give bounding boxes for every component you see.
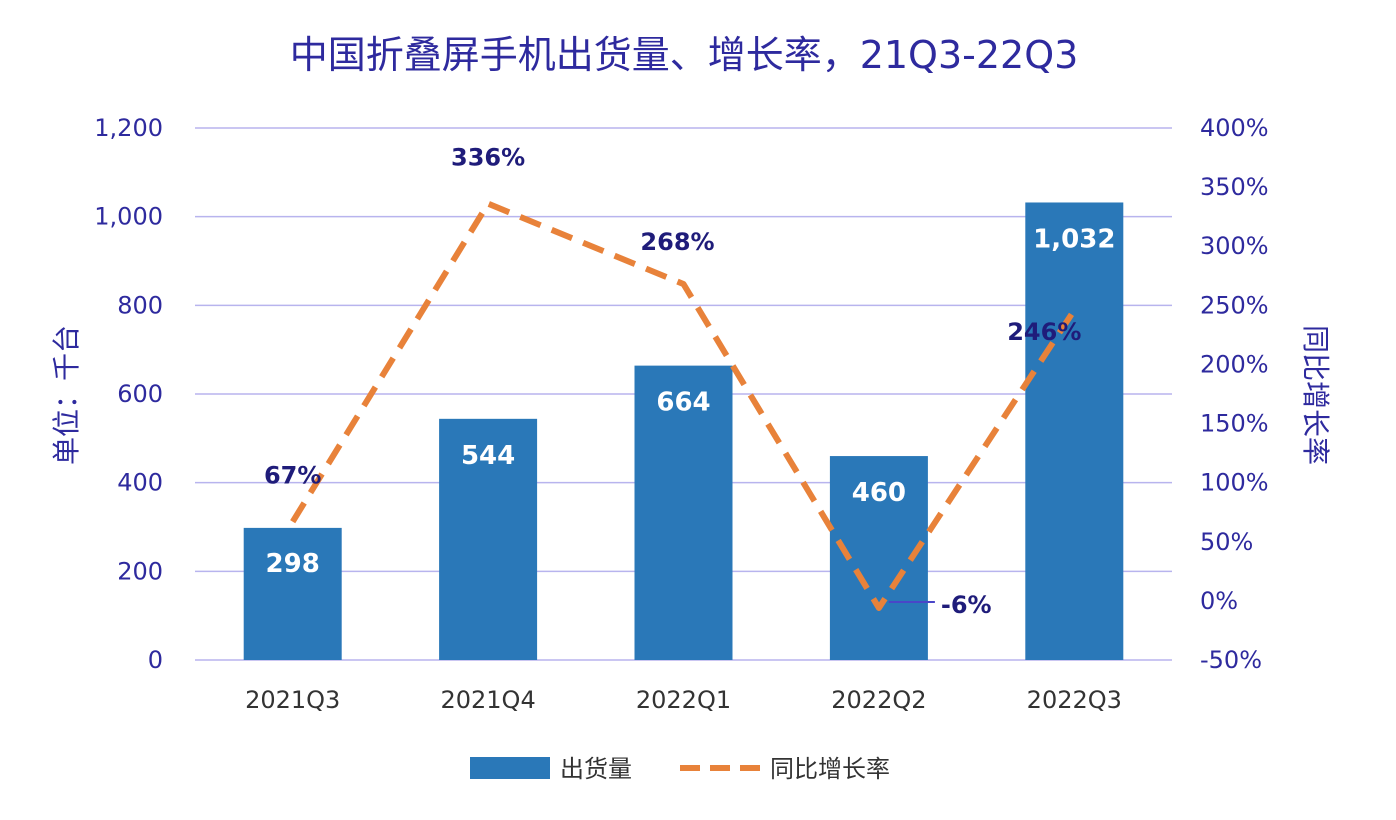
bar [634, 365, 733, 660]
x-tick-label: 2021Q3 [245, 686, 340, 714]
y-axis-title: 单位：千台 [50, 325, 83, 465]
x-tick-label: 2022Q2 [831, 686, 926, 714]
bar-value-label: 298 [266, 549, 320, 579]
x-tick-label: 2021Q4 [440, 686, 535, 714]
bar [1025, 202, 1124, 661]
y2-tick-label: 150% [1200, 410, 1269, 438]
y2-axis-title: 同比增长率 [1299, 325, 1332, 465]
bar-value-label: 1,032 [1033, 224, 1115, 254]
x-tick-label: 2022Q3 [1027, 686, 1122, 714]
legend-swatch-bar [470, 757, 550, 779]
legend: 出货量 同比增长率 [470, 755, 890, 783]
line-series: 67% 336% 268% -6% 246% [264, 144, 1081, 619]
y2-tick-label: 0% [1200, 587, 1238, 615]
line-value-label: 246% [1007, 318, 1081, 346]
y2-tick-label: -50% [1200, 646, 1262, 674]
legend-label-line: 同比增长率 [770, 755, 890, 783]
growth-line [290, 200, 1077, 611]
left-axis-ticks: 0 200 400 600 800 1,000 1,200 [94, 114, 163, 674]
y2-tick-label: 300% [1200, 232, 1269, 260]
y-tick-label: 1,000 [94, 203, 163, 231]
bar-series: 298 544 664 460 1,032 [243, 202, 1124, 661]
y2-tick-label: 50% [1200, 528, 1253, 556]
bar [439, 418, 538, 660]
bar-value-label: 544 [461, 441, 515, 471]
line-value-label: -6% [941, 591, 992, 619]
y2-tick-label: 200% [1200, 350, 1269, 378]
line-value-label: 336% [451, 144, 525, 172]
bar-value-label: 664 [656, 388, 710, 418]
y-tick-label: 600 [117, 380, 163, 408]
x-axis-ticks: 2021Q3 2021Q4 2022Q1 2022Q2 2022Q3 [245, 686, 1122, 714]
y-tick-label: 0 [148, 646, 163, 674]
bar-value-label: 460 [852, 478, 906, 508]
line-value-label: 268% [640, 228, 714, 256]
legend-label-bar: 出货量 [560, 755, 632, 783]
right-axis-ticks: -50% 0% 50% 100% 150% 200% 250% 300% 350% 400% [1200, 114, 1269, 674]
y-tick-label: 400 [117, 469, 163, 497]
chart-title: 中国折叠屏手机出货量、增长率，21Q3-22Q3 [290, 33, 1079, 77]
line-value-label: 67% [264, 462, 321, 490]
y2-tick-label: 350% [1200, 173, 1269, 201]
y-tick-label: 800 [117, 291, 163, 319]
bar [243, 527, 342, 660]
y2-tick-label: 100% [1200, 469, 1269, 497]
y2-tick-label: 400% [1200, 114, 1269, 142]
y2-tick-label: 250% [1200, 291, 1269, 319]
x-tick-label: 2022Q1 [636, 686, 731, 714]
y-tick-label: 200 [117, 557, 163, 585]
y-tick-label: 1,200 [94, 114, 163, 142]
